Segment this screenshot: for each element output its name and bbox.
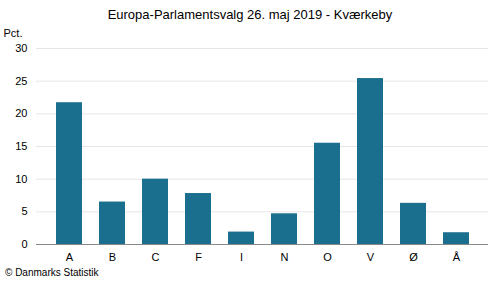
svg-text:I: I (240, 251, 243, 263)
svg-text:V: V (367, 251, 375, 263)
svg-text:5: 5 (21, 205, 27, 217)
svg-text:A: A (66, 251, 74, 263)
svg-text:20: 20 (15, 107, 27, 119)
svg-text:Pct.: Pct. (4, 27, 23, 39)
svg-text:N: N (281, 251, 289, 263)
svg-text:Å: Å (453, 251, 461, 263)
html-text:Europa-Parlamentsvalg 26. maj: Europa-Parlamentsvalg 26. maj 2019 - Kvæ… (107, 7, 393, 22)
svg-text:10: 10 (15, 173, 27, 185)
svg-text:30: 30 (15, 42, 27, 54)
svg-text:F: F (195, 251, 202, 263)
svg-text:0: 0 (21, 238, 27, 250)
svg-text:15: 15 (15, 140, 27, 152)
svg-text:25: 25 (15, 75, 27, 87)
html-text:© Danmarks Statistik: © Danmarks Statistik (5, 267, 99, 278)
svg-text:B: B (109, 251, 116, 263)
svg-text:C: C (152, 251, 160, 263)
svg-text:Ø: Ø (409, 251, 418, 263)
svg-text:O: O (323, 251, 332, 263)
